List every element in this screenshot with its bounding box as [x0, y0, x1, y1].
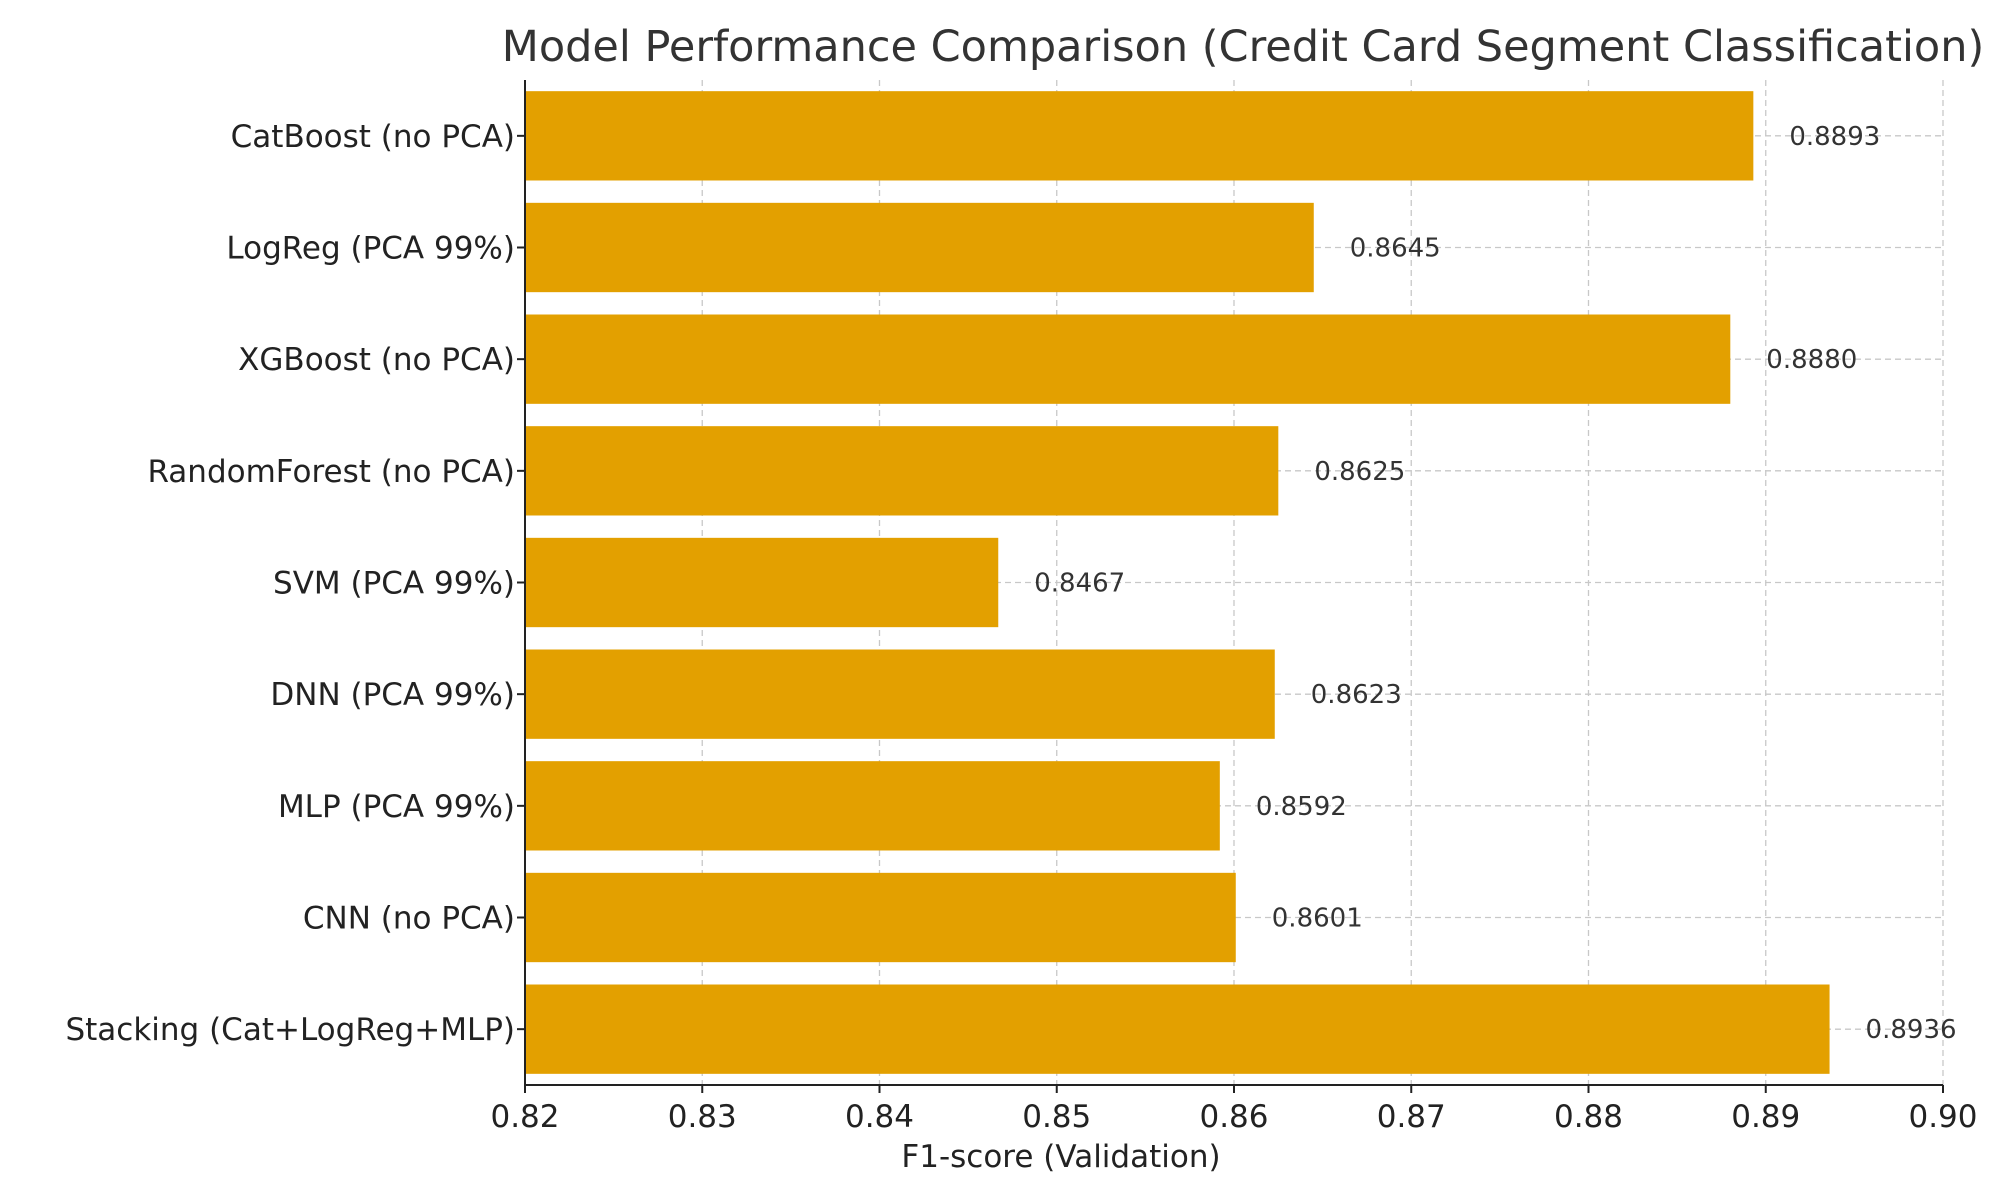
bar-value-label: 0.8467 — [1034, 569, 1125, 599]
bars — [525, 91, 1830, 1074]
bar — [525, 426, 1279, 516]
bar-value-label: 0.8880 — [1766, 345, 1857, 375]
bar-value-label: 0.8645 — [1350, 234, 1441, 264]
bar — [525, 649, 1275, 739]
category-label: DNN (PCA 99%) — [270, 677, 515, 713]
category-label: MLP (PCA 99%) — [278, 789, 515, 825]
bar — [525, 537, 999, 628]
bar-value-label: 0.8592 — [1256, 792, 1347, 822]
x-tick-label: 0.88 — [1554, 1099, 1623, 1135]
x-tick-label: 0.84 — [845, 1099, 914, 1135]
category-label: CNN (no PCA) — [303, 901, 515, 937]
value-labels: 0.8893 0.8645 0.8880 0.8625 0.8467 0.8623 0.85… — [1034, 122, 1956, 1045]
category-labels: CatBoost (no PCA) LogReg (PCA 99%) XGBoost… — [65, 119, 515, 1048]
category-label: RandomForest (no PCA) — [147, 454, 515, 490]
bar — [525, 984, 1830, 1074]
x-tick-label: 0.89 — [1731, 1099, 1800, 1135]
bar — [525, 761, 1220, 851]
bar-value-label: 0.8625 — [1314, 457, 1405, 487]
category-label: LogReg (PCA 99%) — [226, 231, 515, 267]
bar — [525, 91, 1754, 181]
bar — [525, 872, 1236, 963]
x-tick-label: 0.87 — [1377, 1099, 1446, 1135]
x-tick-label: 0.90 — [1908, 1099, 1977, 1135]
x-axis-label: F1-score (Validation) — [901, 1139, 1220, 1175]
category-label: SVM (PCA 99%) — [273, 566, 515, 602]
bar — [525, 202, 1314, 293]
axes — [517, 80, 1944, 1093]
category-label: CatBoost (no PCA) — [231, 119, 515, 155]
x-tick-label: 0.82 — [490, 1099, 559, 1135]
bar — [525, 314, 1731, 404]
bar-value-label: 0.8623 — [1311, 680, 1402, 710]
category-label: XGBoost (no PCA) — [238, 342, 515, 378]
x-tick-labels: 0.82 0.83 0.84 0.85 0.86 0.87 0.88 0.89 0.90 — [490, 1099, 1977, 1135]
bar-value-label: 0.8601 — [1272, 904, 1363, 934]
x-tick-label: 0.85 — [1022, 1099, 1091, 1135]
bar-value-label: 0.8936 — [1866, 1015, 1957, 1045]
category-label: Stacking (Cat+LogReg+MLP) — [65, 1012, 515, 1048]
x-tick-label: 0.86 — [1199, 1099, 1268, 1135]
bar-value-label: 0.8893 — [1789, 122, 1880, 152]
x-tick-label: 0.83 — [668, 1099, 737, 1135]
chart-title: Model Performance Comparison (Credit Car… — [502, 22, 1985, 72]
